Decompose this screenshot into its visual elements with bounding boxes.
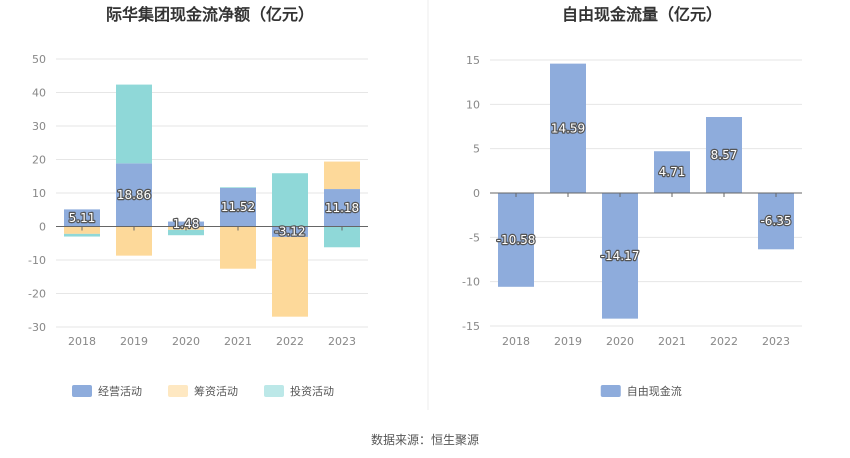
chart1-y-tick: -20 xyxy=(28,288,46,301)
chart1-bar-经营活动-2022 xyxy=(272,226,308,237)
chart2-bar-自由现金流-2023 xyxy=(758,193,794,250)
chart1-bar-经营活动-2021 xyxy=(220,187,256,227)
chart2-x-tick-2023: 2023 xyxy=(762,335,790,348)
chart2-data-label: 14.59 xyxy=(551,121,585,135)
chart1-data-label: 18.86 xyxy=(117,188,151,202)
chart1-data-label: 11.18 xyxy=(325,201,359,215)
chart2-y-tick: 0 xyxy=(473,187,480,200)
chart1-bar-经营活动-2018 xyxy=(64,209,100,227)
chart2-data-label: -10.58 xyxy=(497,233,536,247)
chart2-data-label: 8.57 xyxy=(711,148,738,162)
chart1-bar-筹资活动-2019 xyxy=(116,226,152,256)
chart1-y-tick: -30 xyxy=(28,321,46,334)
chart2-data-label: -6.35 xyxy=(760,214,791,228)
chart1-bar-投资活动-2018 xyxy=(64,233,100,237)
chart1-x-tick-2020: 2020 xyxy=(172,335,200,348)
chart2-title: 自由现金流量（亿元） xyxy=(562,5,722,24)
chart2-data-label: 4.71 xyxy=(659,165,686,179)
chart2-legend: 自由现金流 xyxy=(600,384,682,398)
chart1-x-tick-2021: 2021 xyxy=(224,335,252,348)
chart1-legend-label-筹资活动: 筹资活动 xyxy=(194,384,238,398)
chart1-bar-经营活动-2020 xyxy=(168,221,204,227)
chart1-bar-投资活动-2022 xyxy=(272,173,308,227)
chart1-legend-swatch-投资活动 xyxy=(264,385,284,397)
chart1-bar-筹资活动-2021 xyxy=(220,226,256,269)
chart1-x-tick-2022: 2022 xyxy=(276,335,304,348)
chart2-data-label: -14.17 xyxy=(601,249,640,263)
chart2-bar-自由现金流-2022 xyxy=(706,117,742,193)
chart2-y-tick: -10 xyxy=(462,276,480,289)
chart1-x-tick-2018: 2018 xyxy=(68,335,96,348)
chart1-legend-label-投资活动: 投资活动 xyxy=(290,384,334,398)
chart2-bar-自由现金流-2021 xyxy=(654,151,690,193)
chart1-bar-经营活动-2023 xyxy=(324,189,360,227)
chart1-title: 际华集团现金流净额（亿元） xyxy=(106,5,314,24)
chart1-bar-筹资活动-2022 xyxy=(272,236,308,317)
chart1-y-tick: 30 xyxy=(32,120,46,133)
chart1-x-tick-2023: 2023 xyxy=(328,335,356,348)
chart2-x-tick-2021: 2021 xyxy=(658,335,686,348)
chart1-plot: 50 40 30 20 10 0 -10 -20 -30 2018 2019 2020 2021 2022… xyxy=(28,53,368,348)
chart1-data-label: 5.11 xyxy=(69,211,96,225)
chart1-bar-投资活动-2021 xyxy=(220,187,256,188)
chart1-y-tick: 50 xyxy=(32,53,46,66)
chart1-y-tick: 0 xyxy=(39,221,46,234)
chart1-legend: 经营活动 筹资活动 投资活动 xyxy=(72,384,334,398)
chart2-bar-自由现金流-2018 xyxy=(498,193,534,287)
chart1-data-label: 11.52 xyxy=(221,200,255,214)
chart2-y-tick: 15 xyxy=(466,54,480,67)
chart1-data-label: 1.48 xyxy=(173,217,200,231)
chart1-legend-label-经营活动: 经营活动 xyxy=(98,384,142,398)
chart1-bar-投资活动-2020 xyxy=(168,229,204,236)
chart1-y-tick: -10 xyxy=(28,254,46,267)
chart2-x-tick-2019: 2019 xyxy=(554,335,582,348)
chart2-bar-自由现金流-2019 xyxy=(550,63,586,194)
chart2-bar-自由现金流-2020 xyxy=(602,193,638,319)
chart2-y-tick: -5 xyxy=(469,231,480,244)
chart1-legend-swatch-筹资活动 xyxy=(168,385,188,397)
chart2-legend-swatch-自由现金流 xyxy=(600,385,621,397)
chart2-x-tick-2022: 2022 xyxy=(710,335,738,348)
chart2-y-tick: 10 xyxy=(466,98,480,111)
chart2-y-tick: -15 xyxy=(462,320,480,333)
chart1-y-tick: 20 xyxy=(32,154,46,167)
source-note: 数据来源：恒生聚源 xyxy=(371,432,479,447)
chart1-bar-筹资活动-2023 xyxy=(324,161,360,190)
chart2-legend-label-自由现金流: 自由现金流 xyxy=(627,384,682,398)
chart1-bar-投资活动-2023 xyxy=(324,226,360,248)
chart1-x-tick-2019: 2019 xyxy=(120,335,148,348)
chart2-x-tick-2018: 2018 xyxy=(502,335,530,348)
chart1-bar-经营活动-2019 xyxy=(116,163,152,227)
chart1-legend-swatch-经营活动 xyxy=(72,385,92,397)
chart1-y-tick: 10 xyxy=(32,187,46,200)
chart1-bar-投资活动-2019 xyxy=(116,84,152,164)
chart1-data-label: -3.12 xyxy=(274,225,305,239)
chart2-plot: 15 10 5 0 -5 -10 -15 2018 2019 2020 2021 2022 2023 -1… xyxy=(462,54,802,348)
chart2-x-tick-2020: 2020 xyxy=(606,335,634,348)
chart1-y-tick: 40 xyxy=(32,87,46,100)
chart2-y-tick: 5 xyxy=(473,143,480,156)
